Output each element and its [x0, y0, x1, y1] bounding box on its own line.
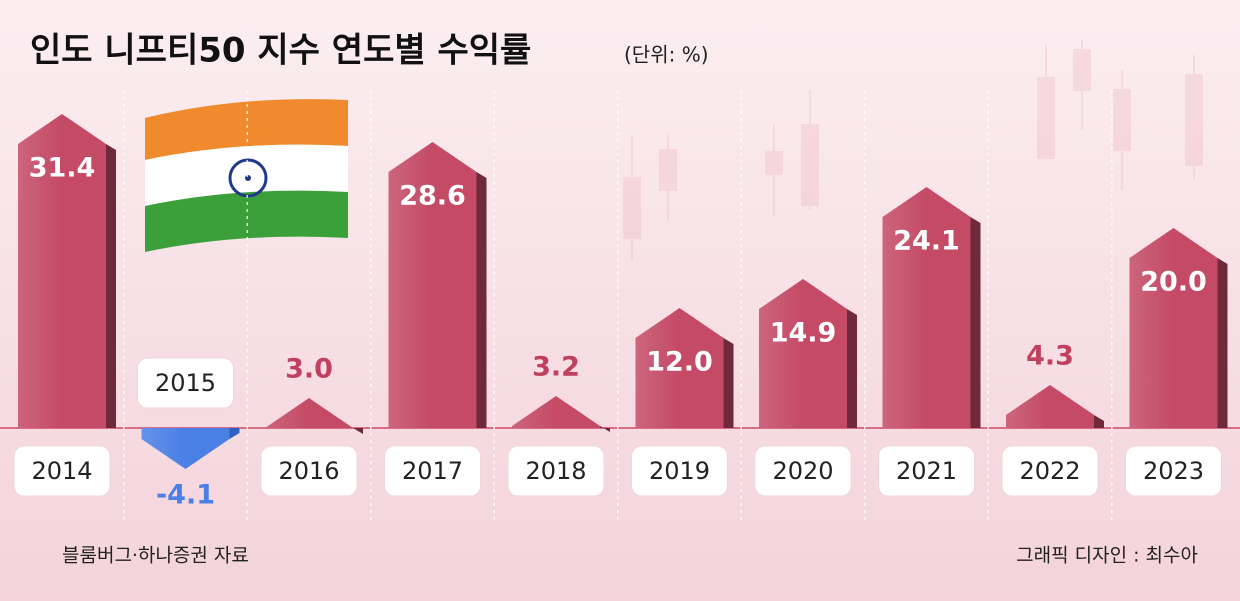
year-box [260, 445, 358, 497]
bar-side [1217, 258, 1228, 428]
bar-side [847, 309, 857, 428]
chart-title: 인도 니프티50 지수 연도별 수익률 [30, 31, 531, 71]
bar-sheen [759, 279, 847, 428]
value-label: -4.1 [156, 480, 215, 511]
bar-side [600, 426, 610, 432]
credit: 그래픽 디자인 : 최수아 [1016, 545, 1198, 567]
x-tick-label: 2019 [649, 457, 710, 485]
bar-sheen [635, 308, 724, 428]
unit-label: (단위: %) [624, 43, 709, 67]
bar-sheen [882, 187, 971, 428]
x-tick-label: 2017 [402, 457, 463, 485]
value-label: 12.0 [646, 347, 713, 378]
year-box [878, 445, 975, 497]
x-tick-label: 2023 [1143, 457, 1204, 485]
year-box [384, 445, 481, 497]
bar-side [723, 338, 734, 428]
value-label: 3.2 [532, 352, 580, 383]
x-tick-label: 2016 [278, 457, 339, 485]
x-tick-label: 2020 [772, 457, 833, 485]
bar-sheen [1129, 228, 1218, 428]
value-label: 3.0 [285, 354, 333, 385]
bar-sheen [1006, 385, 1094, 428]
value-label: 24.1 [893, 226, 960, 257]
year-box [13, 445, 111, 497]
bar-side [353, 428, 363, 434]
bar-sheen [512, 396, 600, 428]
year-box [1125, 445, 1222, 497]
bar-side [476, 172, 487, 428]
decoration-candles [623, 40, 1203, 260]
value-label: 14.9 [770, 318, 837, 349]
bar-sheen [18, 114, 106, 428]
x-tick-label: 2018 [525, 457, 586, 485]
year-box [754, 445, 852, 497]
x-tick-label: 2021 [896, 457, 957, 485]
bar-side [106, 144, 116, 428]
year-box [1001, 445, 1099, 497]
x-tick-label: 2022 [1019, 457, 1080, 485]
source: 블룸버그·하나증권 자료 [62, 545, 249, 567]
value-label: 20.0 [1140, 267, 1207, 298]
value-label: 4.3 [1026, 341, 1074, 372]
x-tick-label: 2015 [155, 369, 216, 397]
bar-side [229, 428, 240, 439]
value-label: 31.4 [29, 153, 96, 184]
bar-sheen [265, 398, 353, 428]
x-tick-label: 2014 [31, 457, 92, 485]
value-label: 28.6 [399, 181, 466, 212]
bar-side [1094, 415, 1104, 428]
bar-sheen [388, 142, 477, 428]
year-box [507, 445, 605, 497]
year-box [631, 445, 728, 497]
year-box [137, 357, 234, 409]
bar-side [970, 217, 981, 428]
bar-sheen [141, 428, 230, 469]
